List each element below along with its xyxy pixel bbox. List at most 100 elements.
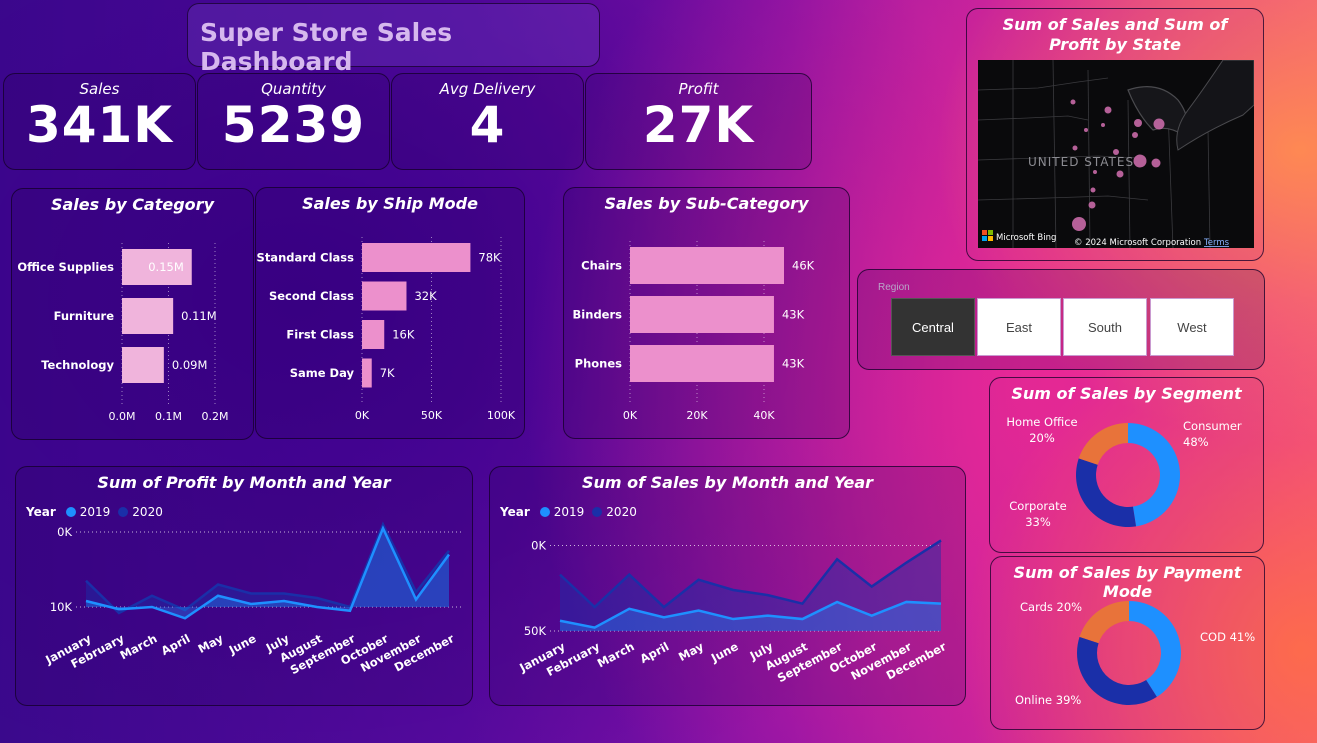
- region-slicer[interactable]: Region Central East South West: [857, 269, 1265, 370]
- kpi-card-sales[interactable]: Sales 341K: [3, 73, 196, 170]
- slice-value: 48%: [1183, 435, 1209, 449]
- payment-donut-svg: COD 41% Online 39% Cards 20%: [1015, 600, 1255, 707]
- x-tick-label: 100K: [487, 409, 516, 422]
- data-label: 32K: [414, 289, 437, 303]
- sales-by-subcategory-chart[interactable]: Sales by Sub-Category 0K 20K 40K Chairs 46K B…: [563, 187, 850, 439]
- legend-title: Year: [26, 505, 56, 519]
- chart-title: Sum of Sales by Segment: [1011, 384, 1242, 403]
- donut-slice: [1128, 423, 1180, 527]
- sales-by-month-chart[interactable]: Sum of Sales by Month and Year Year 2019…: [489, 466, 966, 706]
- region-option-east[interactable]: East: [977, 298, 1061, 356]
- x-tick-label: 0.1M: [155, 410, 182, 423]
- chart-title: Sum of Sales and Sum of Profit by State: [1002, 15, 1228, 54]
- kpi-card-quantity[interactable]: Quantity 5239: [197, 73, 390, 170]
- map-copyright: © 2024 Microsoft Corporation: [1074, 238, 1201, 248]
- y-tick-label: 10K: [50, 600, 73, 614]
- legend-2020-label: 2020: [132, 505, 163, 519]
- chart-legend: Year 2019 2020: [26, 505, 163, 519]
- series-area: [560, 540, 941, 631]
- slice-label: Home Office: [1006, 415, 1077, 429]
- bar: [122, 249, 192, 285]
- x-tick-label: May: [196, 631, 226, 656]
- category-label: Binders: [573, 308, 623, 322]
- slice-label: Corporate: [1009, 499, 1067, 513]
- sales-by-category-svg: 0.0M 0.1M 0.2M Office Supplies 0.15M Furnitur…: [17, 243, 229, 423]
- bar: [122, 298, 174, 334]
- chart-title: Sum of Sales by Month and Year: [581, 473, 874, 492]
- data-label: 43K: [782, 308, 805, 322]
- x-tick-label: 0.2M: [202, 410, 229, 423]
- chart-legend: Year 2019 2020: [500, 505, 637, 519]
- kpi-value: 341K: [25, 96, 174, 154]
- chart-title: Sum of Sales by Payment Mode: [1013, 563, 1242, 601]
- data-label: 16K: [392, 328, 415, 342]
- region-option-central[interactable]: Central: [891, 298, 975, 356]
- map-visual[interactable]: Sum of Sales and Sum of Profit by State: [966, 8, 1264, 261]
- x-tick-label: 50K: [421, 409, 443, 422]
- data-label: 0.09M: [172, 358, 208, 372]
- category-label: Phones: [575, 357, 623, 371]
- sales-by-ship-mode-svg: 0K 50K 100K Standard Class 78K Second Class 32…: [257, 237, 516, 422]
- series-line: [559, 600, 942, 629]
- chart-title: Sum of Profit by Month and Year: [97, 473, 391, 492]
- category-label: Standard Class: [257, 251, 355, 265]
- slice-value: 33%: [1025, 515, 1051, 529]
- bar: [630, 247, 784, 284]
- data-label: 78K: [478, 251, 501, 265]
- bing-label: Microsoft Bing: [996, 233, 1056, 243]
- chart-title: Sales by Sub-Category: [604, 194, 809, 213]
- kpi-label: Quantity: [261, 80, 326, 98]
- sales-by-ship-mode-chart[interactable]: Sales by Ship Mode 0K 50K 100K Standard Cla…: [255, 187, 525, 439]
- legend-2020-swatch: [118, 507, 129, 517]
- state-borders: [978, 60, 1211, 248]
- x-tick-label: June: [226, 631, 259, 657]
- x-tick-label: April: [638, 639, 672, 666]
- slice-label: COD 41%: [1200, 630, 1255, 644]
- state-bubbles: [1070, 99, 1165, 231]
- data-label: 0.15M: [148, 260, 184, 274]
- category-label: Technology: [41, 358, 114, 372]
- kpi-label: Profit: [678, 80, 719, 98]
- kpi-value: 27K: [642, 96, 755, 154]
- sales-by-payment-chart[interactable]: Sum of Sales by Payment Mode COD 41% Onli…: [990, 556, 1265, 730]
- donut-slice: [1076, 458, 1137, 527]
- profit-by-month-chart[interactable]: Sum of Profit by Month and Year Year 201…: [15, 466, 473, 706]
- y-tick-label: 0K: [531, 539, 546, 553]
- kpi-card-avg-delivery[interactable]: Avg Delivery 4: [391, 73, 584, 170]
- kpi-card-profit[interactable]: Profit 27K: [585, 73, 812, 170]
- map-canvas[interactable]: UNITED STATES Microsoft Bing © 2024 Micr…: [978, 60, 1254, 248]
- sales-by-category-chart[interactable]: Sales by Category 0.0M 0.1M 0.2M Office Sup…: [11, 188, 254, 440]
- x-tick-label: 0K: [623, 409, 638, 422]
- series-area: [560, 601, 941, 631]
- x-tick-label: May: [676, 639, 706, 664]
- legend-2019-swatch: [65, 507, 76, 517]
- x-tick-label: June: [708, 639, 741, 665]
- slice-label: Cards 20%: [1020, 600, 1082, 614]
- bar: [630, 345, 774, 382]
- region-option-west[interactable]: West: [1150, 298, 1234, 356]
- map-terms-link[interactable]: Terms: [1203, 238, 1230, 248]
- sales-by-segment-chart[interactable]: Sum of Sales by Segment Consumer 48% Corpo…: [989, 377, 1264, 553]
- category-label: Chairs: [581, 259, 622, 273]
- x-tick-label: 40K: [753, 409, 775, 422]
- kpi-value: 4: [469, 96, 506, 154]
- donut-slice: [1078, 423, 1128, 465]
- x-tick-label: 20K: [686, 409, 708, 422]
- donut-slice: [1077, 636, 1157, 705]
- legend-title: Year: [500, 505, 530, 519]
- legend-2020-label: 2020: [606, 505, 637, 519]
- kpi-label: Avg Delivery: [439, 80, 536, 98]
- x-tick-label: 0.0M: [109, 410, 136, 423]
- category-label: Second Class: [269, 289, 354, 303]
- region-option-south[interactable]: South: [1063, 298, 1147, 356]
- slicer-title: Region: [878, 282, 910, 293]
- category-label: Office Supplies: [17, 260, 114, 274]
- bar: [362, 320, 385, 349]
- chart-title: Sales by Category: [50, 195, 214, 214]
- x-tick-label: March: [118, 631, 160, 662]
- dashboard-title-panel: Super Store Sales Dashboard: [187, 3, 600, 76]
- segment-donut-svg: Consumer 48% Corporate 33% Home Office 20%: [1006, 415, 1242, 529]
- kpi-value: 5239: [221, 96, 366, 154]
